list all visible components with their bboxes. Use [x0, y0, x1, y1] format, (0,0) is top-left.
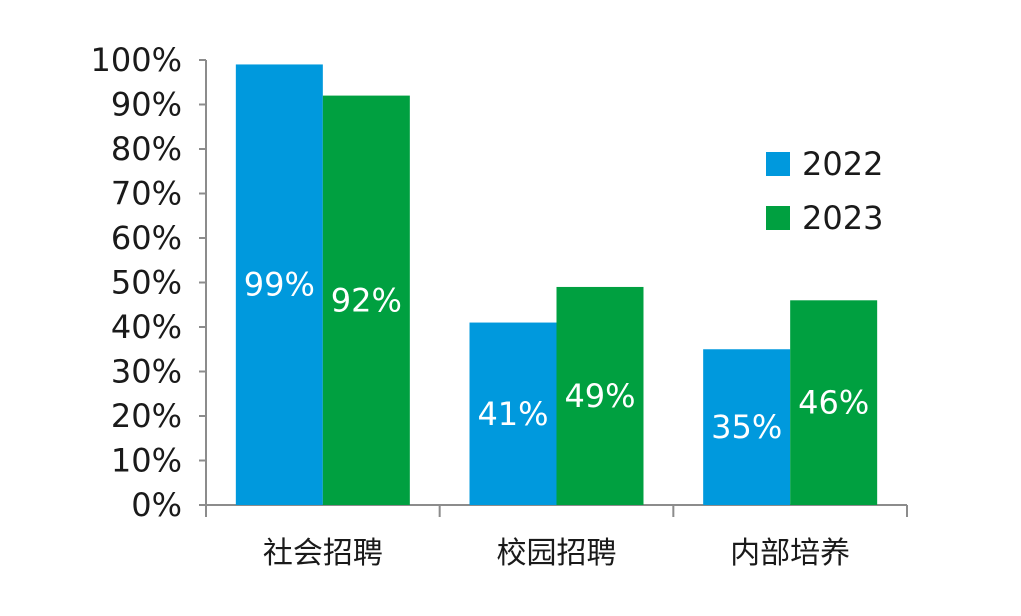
legend-swatch — [766, 206, 790, 230]
y-tick-label: 30% — [111, 353, 182, 391]
bar-data-label: 35% — [711, 408, 782, 446]
y-tick-label: 100% — [91, 41, 182, 79]
bar-data-label: 46% — [798, 384, 869, 422]
bar-data-label: 99% — [244, 266, 315, 304]
bar — [556, 286, 644, 505]
y-tick-label: 50% — [111, 264, 182, 302]
legend-swatch — [766, 152, 790, 176]
y-tick-label: 0% — [131, 486, 182, 524]
legend-label: 2022 — [802, 145, 883, 183]
legend-label: 2023 — [802, 199, 883, 237]
bar-data-label: 49% — [564, 377, 635, 415]
y-tick-label: 90% — [111, 86, 182, 124]
bar — [322, 95, 410, 505]
x-category-label: 社会招聘 — [263, 536, 383, 571]
x-category-label: 校园招聘 — [497, 536, 617, 571]
y-tick-label: 10% — [111, 442, 182, 480]
bar — [469, 322, 557, 505]
bar — [235, 64, 323, 505]
y-tick-label: 80% — [111, 130, 182, 168]
y-tick-label: 70% — [111, 175, 182, 213]
bar-data-label: 41% — [477, 395, 548, 433]
bar-data-label: 92% — [331, 281, 402, 319]
y-tick-label: 60% — [111, 219, 182, 257]
bar — [703, 349, 791, 505]
y-tick-label: 40% — [111, 308, 182, 346]
y-tick-label: 20% — [111, 397, 182, 435]
bar — [790, 300, 878, 505]
x-category-label: 内部培养 — [730, 536, 850, 571]
